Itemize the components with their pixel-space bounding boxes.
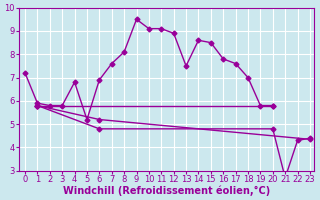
X-axis label: Windchill (Refroidissement éolien,°C): Windchill (Refroidissement éolien,°C) [63,185,270,196]
